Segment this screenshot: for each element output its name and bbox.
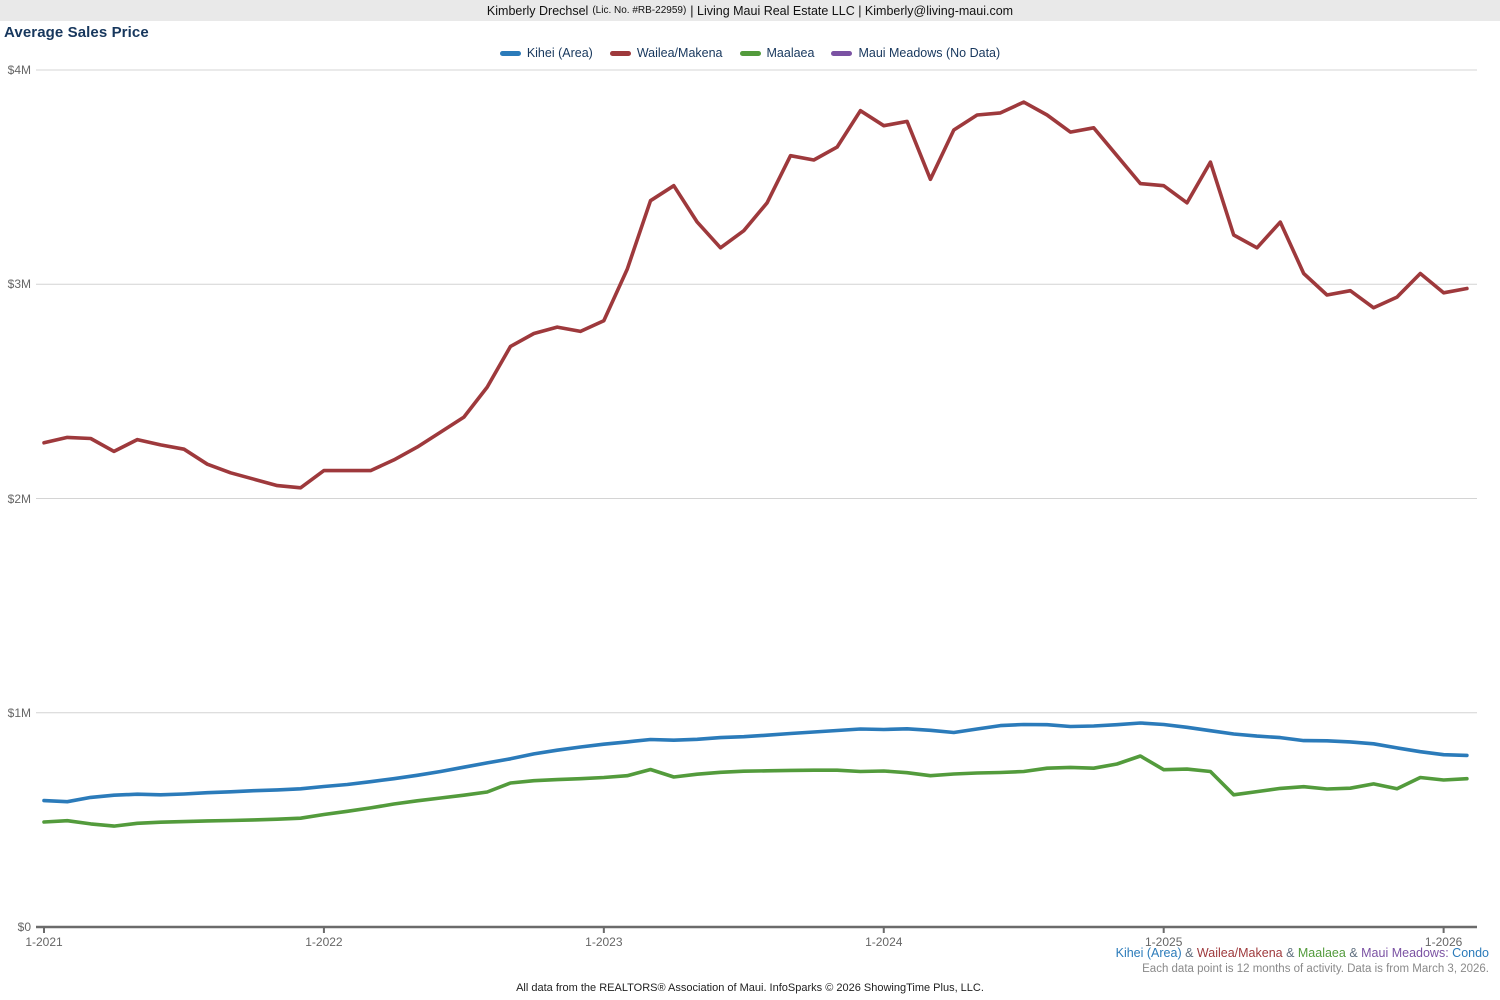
x-axis-label-1-2021: 1-2021: [25, 935, 63, 949]
header-agent-name: Kimberly Drechsel: [486, 3, 589, 18]
series-line-maalaea: [42, 754, 1469, 828]
footnote-segment-1: &: [1181, 946, 1197, 960]
attribution-text: All data from the REALTORS® Association …: [516, 982, 984, 994]
legend-swatch-icon-maalaea: [739, 50, 761, 56]
footnote-series-names: Kihei (Area) & Wailea/Makena & Maalaea &…: [1116, 946, 1489, 961]
legend-label-kihei-area: Kihei (Area): [526, 46, 593, 60]
legend-item-wailea-makena[interactable]: Wailea/Makena: [609, 46, 723, 60]
chart-legend: Kihei (Area) Wailea/Makena Maalaea Maui Mea…: [0, 46, 1500, 60]
footnote-segment-4: Maalaea: [1297, 946, 1346, 960]
x-axis-label-1-2023: 1-2023: [585, 935, 623, 949]
legend-item-maalaea[interactable]: Maalaea: [739, 46, 815, 60]
header-license-number: (Lic. No. #RB-22959): [592, 5, 687, 16]
header-company-email: | Living Maui Real Estate LLC | Kimberly…: [690, 3, 1014, 18]
x-axis-label-1-2026: 1-2026: [1424, 935, 1463, 949]
legend-swatch-icon-wailea-makena: [609, 50, 631, 56]
series-line-kihei-area: [42, 721, 1469, 804]
legend-label-maalaea: Maalaea: [766, 46, 815, 60]
legend-item-kihei-area[interactable]: Kihei (Area): [499, 46, 593, 60]
legend-label-wailea-makena: Wailea/Makena: [636, 46, 723, 60]
footnote-detail: Each data point is 12 months of activity…: [1142, 963, 1489, 975]
series-line-wailea-makena: [42, 100, 1469, 490]
header-bar: Kimberly Drechsel (Lic. No. #RB-22959) |…: [0, 0, 1500, 21]
legend-item-maui-meadows-no-data[interactable]: Maui Meadows (No Data): [831, 46, 1000, 60]
footnote-segment-6: Maui Meadows:: [1361, 946, 1449, 960]
legend-swatch-icon-kihei-area: [499, 50, 521, 56]
footnote-segment-5: &: [1345, 946, 1362, 960]
legend-label-maui-meadows-no-data: Maui Meadows (No Data): [858, 46, 1001, 60]
legend-swatch-icon-maui-meadows-no-data: [831, 50, 853, 56]
y-axis-label-1m: $1M: [7, 705, 31, 720]
footnote: Kihei (Area) & Wailea/Makena & Maalaea &…: [1116, 946, 1489, 977]
y-axis-label-2m: $2M: [7, 491, 31, 506]
y-axis-label-3m: $3M: [7, 277, 31, 292]
footnote-segment-7: Condo: [1448, 946, 1489, 960]
x-axis-label-1-2022: 1-2022: [305, 935, 343, 949]
footnote-segment-2: Wailea/Makena: [1196, 946, 1283, 960]
footnote-segment-0: Kihei (Area): [1115, 946, 1182, 960]
footnote-segment-3: &: [1282, 946, 1298, 960]
x-axis-label-1-2024: 1-2024: [865, 935, 903, 949]
y-axis-label-0: $0: [17, 920, 31, 934]
x-axis-label-1-2025: 1-2025: [1145, 935, 1183, 949]
y-axis-label-4m: $4M: [7, 63, 31, 77]
page-title: Average Sales Price: [4, 24, 149, 41]
